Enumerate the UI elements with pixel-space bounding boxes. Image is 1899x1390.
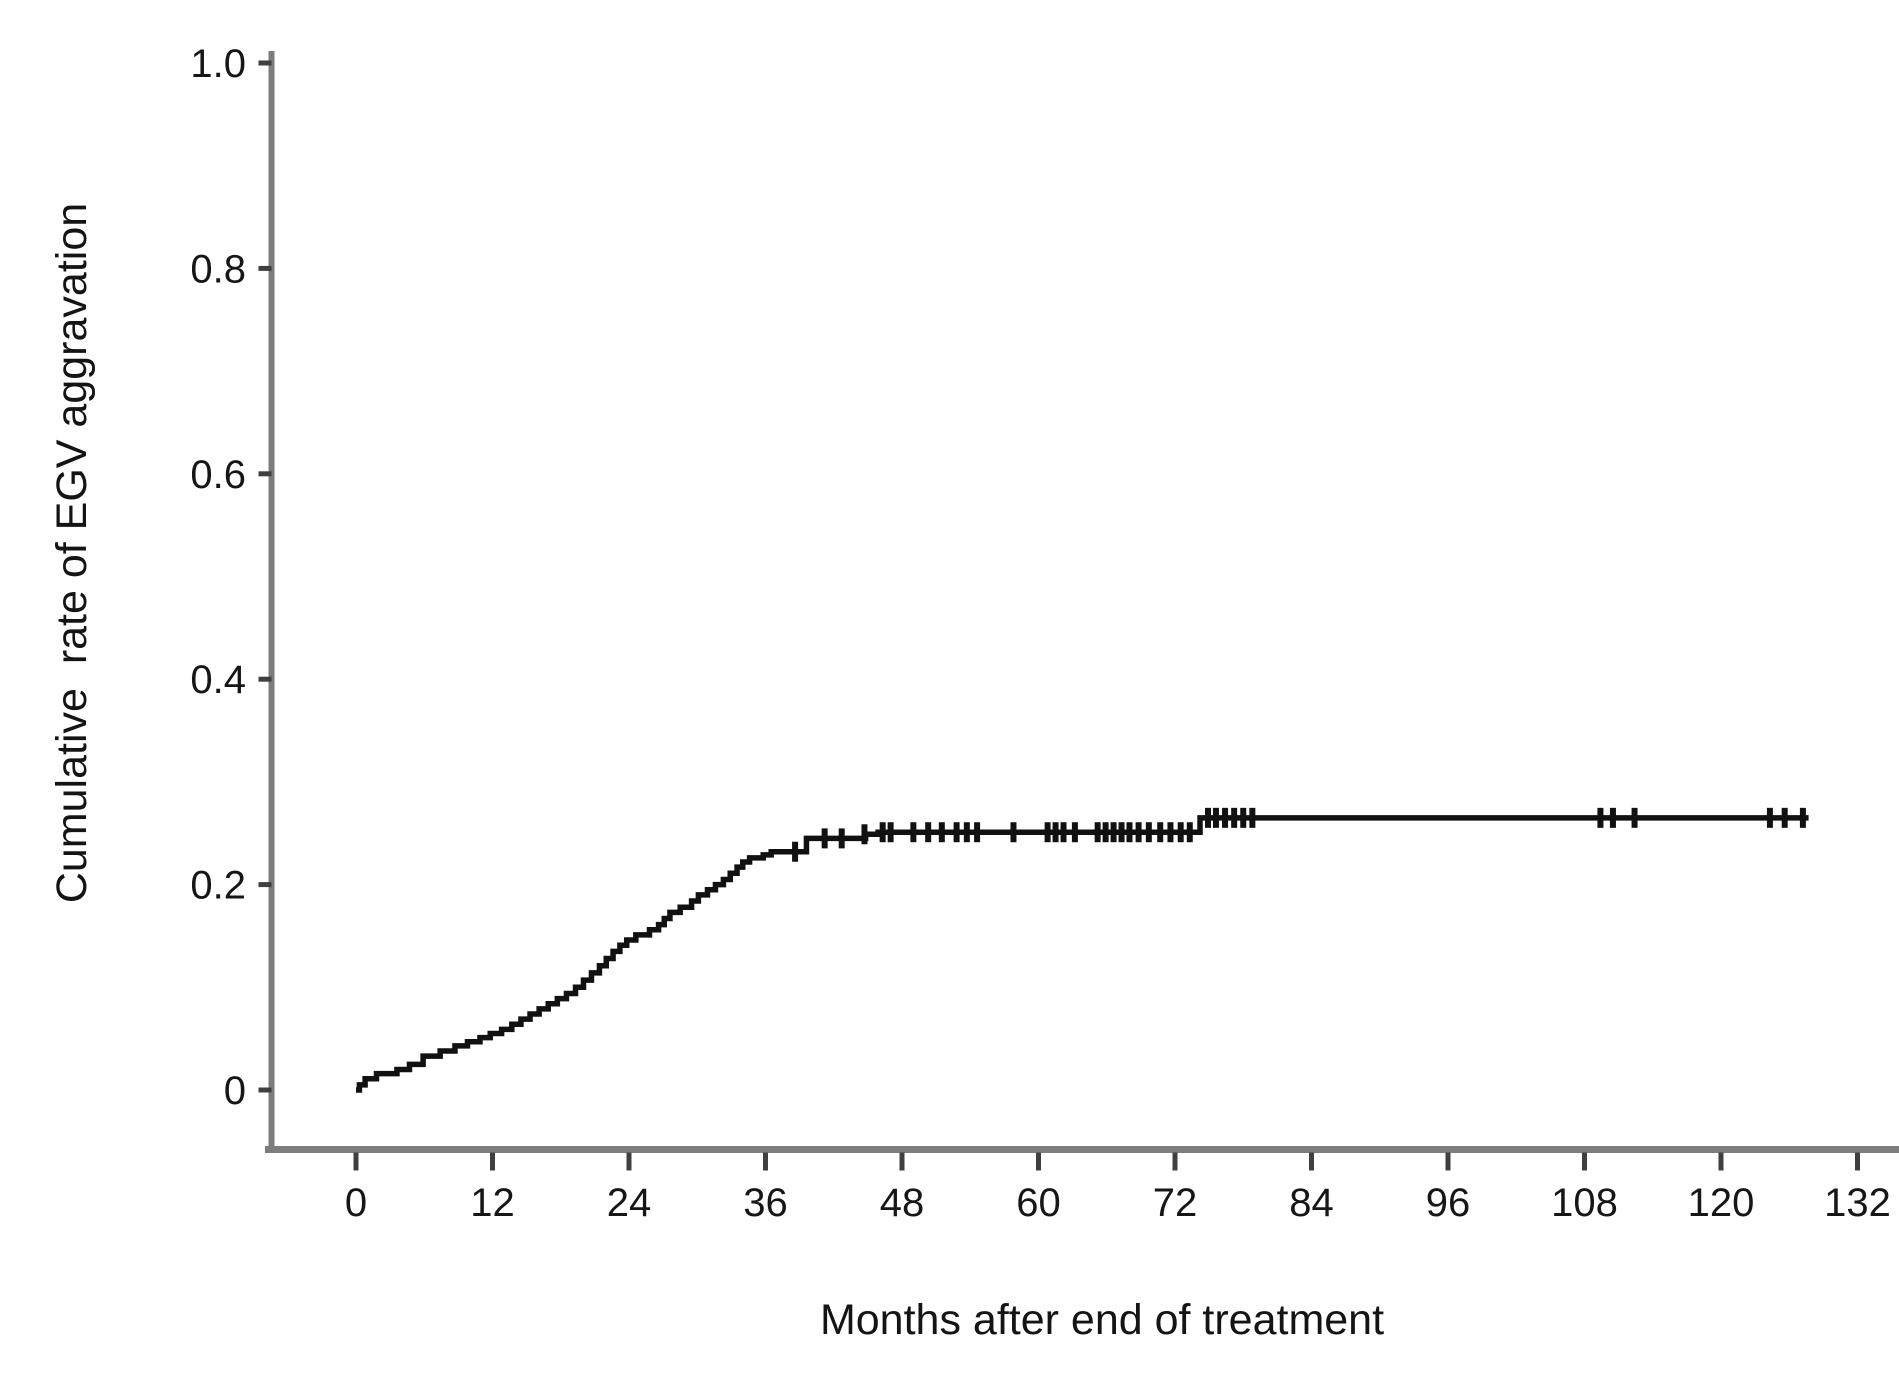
plot-svg: 0 0.2 0.4 0.6 0.8 1.0 0 12 24 36 48 60 72 84 96 108 120 1… (190, 42, 1899, 1225)
x-tick-label-72: 72 (1153, 1181, 1198, 1225)
x-tick-label-84: 84 (1289, 1181, 1334, 1225)
y-axis-label: Cumulative rate of EGV aggravation (48, 202, 96, 904)
y-tick-label-0.2: 0.2 (190, 864, 246, 908)
y-tick-label-0.4: 0.4 (190, 658, 246, 702)
x-tick-label-48: 48 (880, 1181, 925, 1225)
x-tick-label-36: 36 (743, 1181, 788, 1225)
x-tick-label-60: 60 (1016, 1181, 1061, 1225)
x-tick-label-0: 0 (345, 1181, 367, 1225)
y-tick-label-0.8: 0.8 (190, 247, 246, 291)
km-curve (356, 815, 1809, 1093)
x-tick-label-108: 108 (1551, 1181, 1618, 1225)
x-tick-label-132: 132 (1824, 1181, 1891, 1225)
km-chart-figure: 0 0.2 0.4 0.6 0.8 1.0 0 12 24 36 48 60 72 84 96 108 120 1… (40, 16, 1899, 1374)
y-tick-label-1.0: 1.0 (190, 42, 246, 86)
x-axis-label: Months after end of treatment (819, 1296, 1385, 1344)
x-tick-label-120: 120 (1688, 1181, 1755, 1225)
x-tick-label-96: 96 (1426, 1181, 1471, 1225)
x-tick-label-12: 12 (470, 1181, 515, 1225)
x-tick-label-24: 24 (607, 1181, 652, 1225)
y-tick-label-0: 0 (224, 1069, 246, 1113)
y-tick-label-0.6: 0.6 (190, 453, 246, 497)
